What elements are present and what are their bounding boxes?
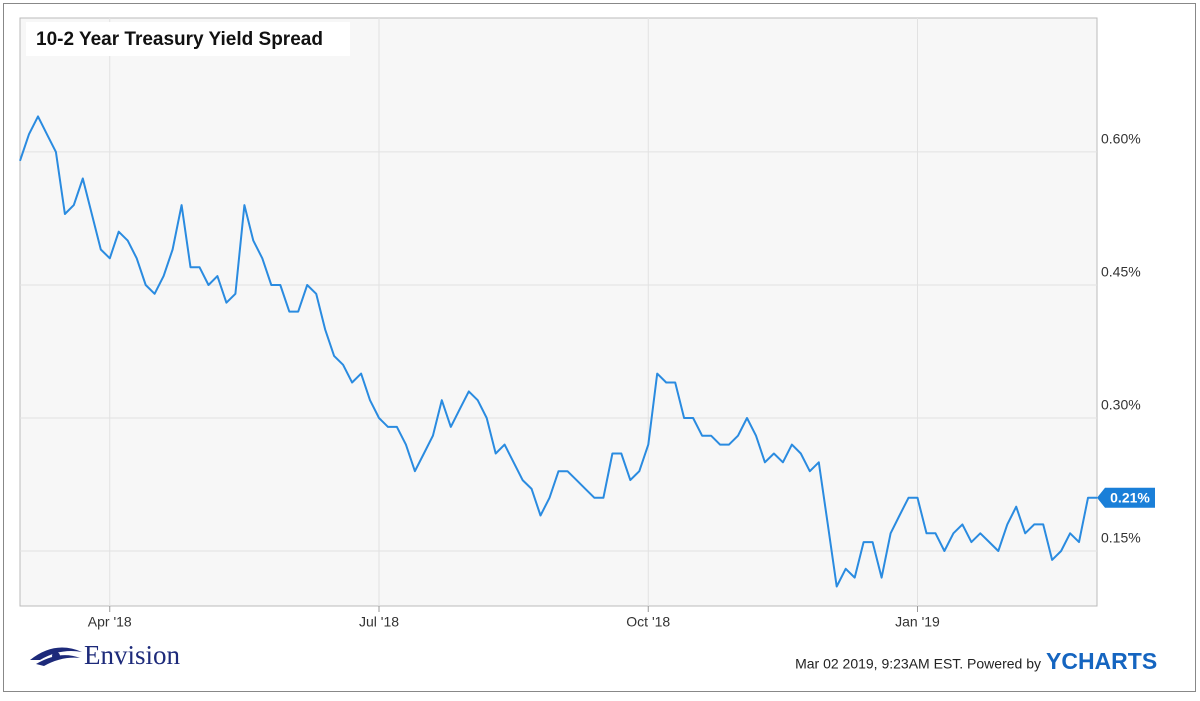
y-tick-label: 0.15% — [1101, 530, 1141, 546]
x-tick-label: Apr '18 — [88, 614, 132, 630]
grid — [20, 18, 1097, 606]
y-tick-label: 0.45% — [1101, 264, 1141, 280]
last-value-label: 0.21% — [1110, 490, 1150, 506]
source-note: Mar 02 2019, 9:23AM EST. Powered by — [795, 656, 1041, 672]
x-tick-label: Jan '19 — [895, 614, 940, 630]
logo-swoosh — [30, 647, 82, 660]
x-tick-label: Oct '18 — [626, 614, 670, 630]
plot-area — [19, 17, 1098, 607]
logo-dot — [52, 652, 60, 660]
logo-icon — [30, 647, 82, 666]
x-tick-label: Jul '18 — [359, 614, 399, 630]
series-line — [19, 115, 1097, 588]
last-value-badge — [1097, 487, 1155, 508]
chart-title: 10-2 Year Treasury Yield Spread — [36, 29, 323, 50]
logo-swoosh — [36, 655, 80, 666]
y-tick-label: 0.30% — [1101, 397, 1141, 413]
logo-text: Envision — [84, 640, 181, 670]
y-tick-label: 0.60% — [1101, 131, 1141, 147]
title-box — [26, 22, 350, 56]
brand: YCHARTS — [1046, 648, 1157, 674]
